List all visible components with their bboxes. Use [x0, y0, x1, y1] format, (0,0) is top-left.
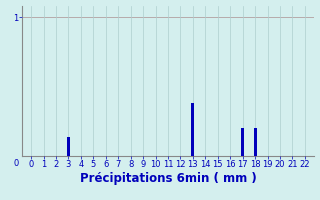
Bar — [191, 103, 195, 156]
Bar — [253, 128, 257, 156]
Bar — [67, 137, 70, 156]
Bar — [241, 128, 244, 156]
X-axis label: Précipitations 6min ( mm ): Précipitations 6min ( mm ) — [80, 172, 256, 185]
Text: 0: 0 — [13, 159, 18, 168]
